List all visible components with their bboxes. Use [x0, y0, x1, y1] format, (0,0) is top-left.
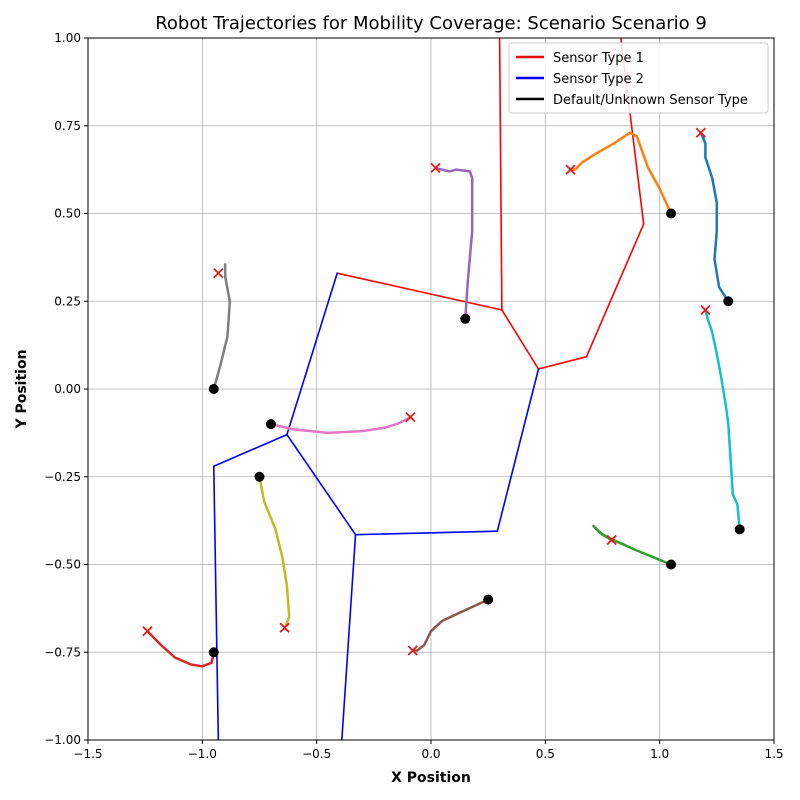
trajectory-series [146, 131, 741, 668]
axis-ticks: −1.5 −1.0 −0.5 0.0 0.5 1.0 1.5 −1.00 −0.75 −0.50 −… [44, 31, 783, 761]
region-boundary-line [286, 433, 357, 536]
region-boundary-line [537, 355, 588, 370]
region-boundary-line [585, 223, 645, 358]
legend: Sensor Type 1 Sensor Type 2 Default/Unkn… [508, 42, 769, 114]
trajectory-line-8 [212, 263, 232, 391]
legend-label-sensor-type-1: Sensor Type 1 [553, 51, 644, 66]
y-tick-label: 0.25 [54, 294, 81, 308]
trajectory-start-marker-6 [483, 594, 494, 605]
trajectory-start-marker-4 [208, 647, 219, 658]
trajectory-line-3 [592, 524, 673, 566]
region-boundary-line [498, 38, 503, 311]
trajectory-start-marker-1 [723, 296, 734, 307]
trajectory-line-5 [434, 166, 474, 321]
trajectory-end-marker-3 [606, 534, 617, 546]
trajectory-end-marker-6 [407, 645, 418, 656]
x-tick-label: −1.5 [73, 747, 102, 761]
trajectory-end-marker-7 [405, 411, 416, 423]
trajectory-line-6 [411, 598, 490, 652]
y-tick-label: 0.00 [54, 382, 81, 396]
trajectory-line-10 [704, 308, 741, 531]
trajectory-line-4 [146, 629, 216, 668]
trajectory-start-marker-2 [666, 208, 677, 219]
trajectory-start-marker-3 [666, 559, 677, 570]
chart-title: Robot Trajectories for Mobility Coverage… [155, 13, 707, 34]
x-axis-label: X Position [391, 770, 471, 786]
region-boundary-line [336, 272, 503, 311]
y-tick-label: −0.25 [44, 470, 81, 484]
trajectory-start-marker-10 [734, 524, 745, 535]
y-tick-label: −0.75 [44, 645, 81, 659]
trajectory-line-2 [569, 131, 673, 215]
region-boundary-line [212, 465, 220, 740]
trajectory-markers [142, 127, 745, 658]
y-tick-label: −1.00 [44, 733, 81, 747]
region-boundary-line [212, 433, 288, 468]
trajectory-line-1 [699, 131, 730, 303]
region-boundary-line [496, 368, 540, 532]
x-tick-label: 0.0 [421, 747, 440, 761]
x-tick-label: −0.5 [302, 747, 331, 761]
trajectory-end-marker-2 [565, 164, 576, 175]
legend-box [508, 42, 769, 114]
region-boundary-line [341, 533, 357, 740]
trajectory-end-marker-5 [430, 162, 441, 174]
y-tick-label: −0.50 [44, 558, 81, 572]
trajectory-start-marker-7 [265, 419, 276, 430]
region-boundary-line [501, 309, 540, 370]
legend-label-sensor-type-2: Sensor Type 2 [553, 72, 644, 87]
x-tick-label: 1.0 [650, 747, 669, 761]
y-axis-label: Y Position [14, 349, 30, 429]
trajectory-end-marker-4 [142, 626, 153, 637]
y-tick-label: 0.50 [54, 207, 81, 221]
x-tick-label: 1.5 [764, 747, 783, 761]
legend-label-default-sensor-type: Default/Unknown Sensor Type [553, 93, 748, 108]
trajectory-line-7 [269, 415, 412, 435]
trajectory-end-marker-9 [279, 622, 290, 633]
region-boundary-line [354, 530, 499, 536]
sensor-region-boundaries [212, 38, 645, 740]
trajectory-start-marker-8 [208, 384, 219, 394]
trajectory-end-marker-8 [213, 268, 224, 279]
x-tick-label: 0.5 [536, 747, 555, 761]
trajectory-start-marker-9 [254, 471, 265, 482]
y-tick-label: 0.75 [54, 119, 81, 133]
trajectory-end-marker-1 [695, 127, 706, 138]
x-tick-label: −1.0 [188, 747, 217, 761]
region-boundary-line [286, 272, 339, 436]
y-tick-label: 1.00 [54, 31, 81, 45]
trajectory-end-marker-10 [700, 304, 711, 316]
trajectory-start-marker-5 [460, 313, 471, 324]
trajectory-line-9 [258, 475, 291, 629]
